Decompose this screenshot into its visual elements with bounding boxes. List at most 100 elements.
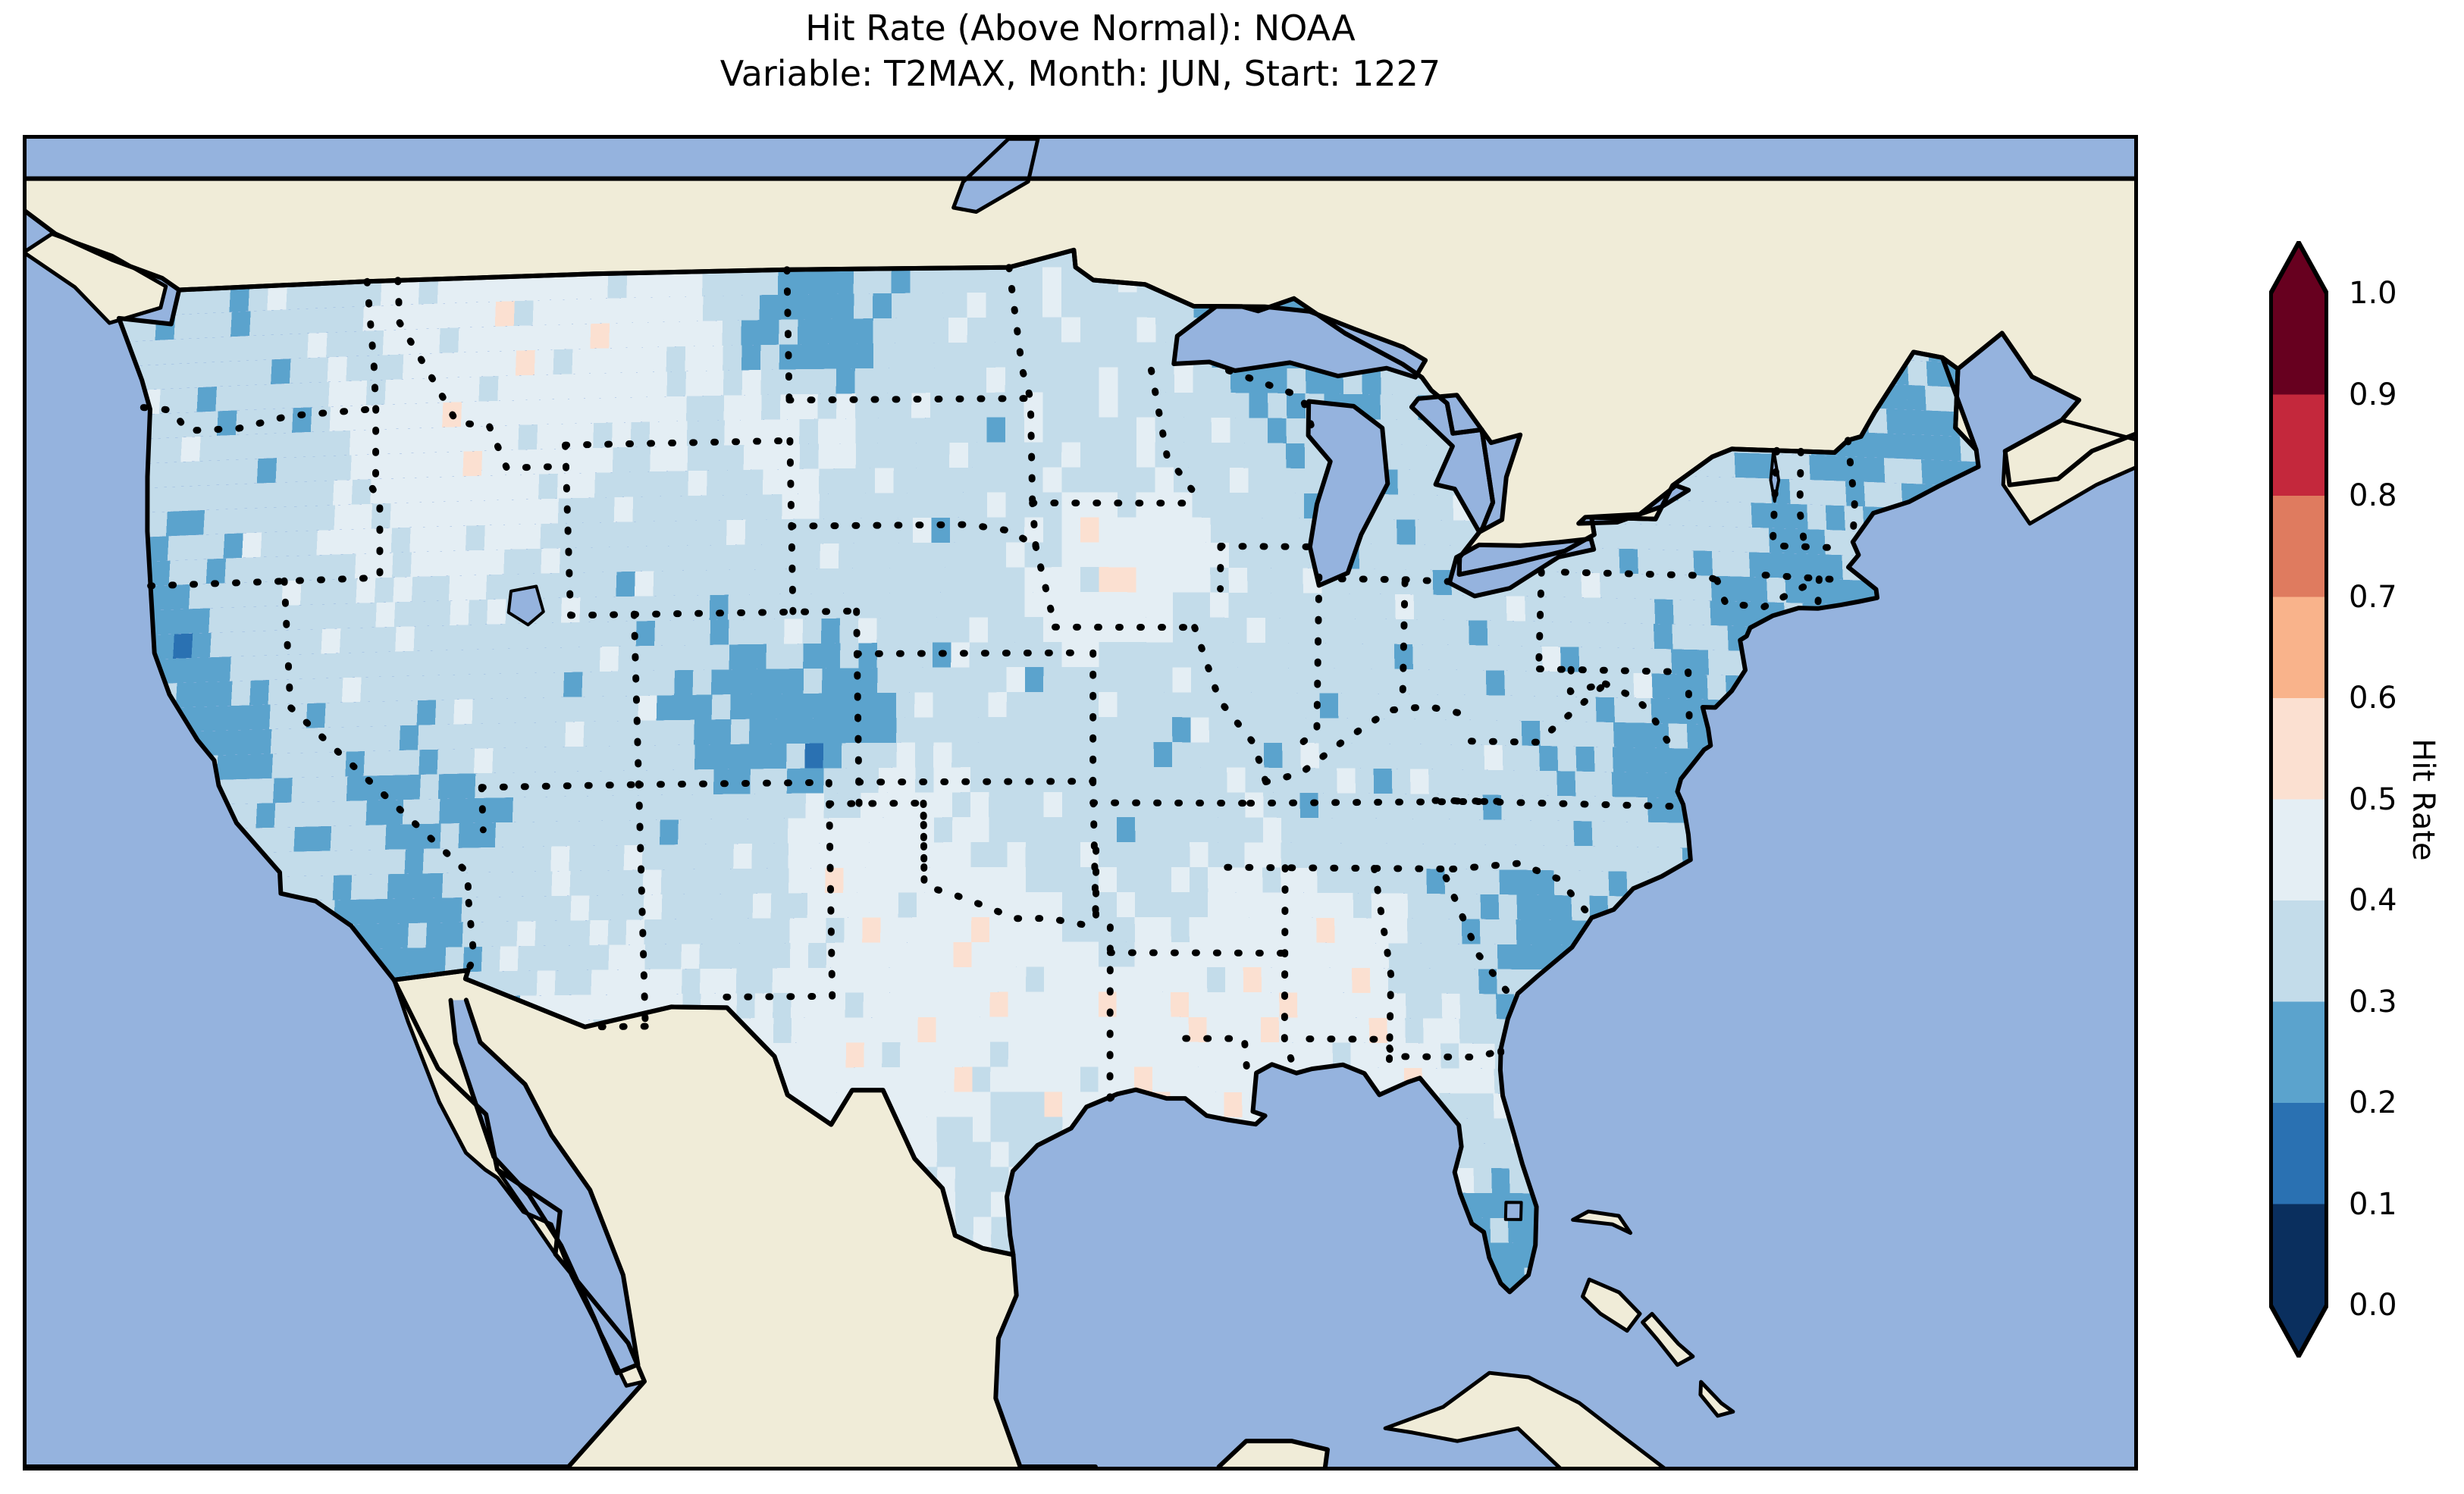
grid-cell [1844,506,1864,531]
grid-cell [973,1192,992,1217]
grid-cell [510,747,530,773]
grid-cell [1190,767,1209,793]
grid-cell [726,519,746,545]
grid-cell [1533,944,1553,970]
grid-cell [1358,594,1378,619]
grid-cell [1423,1018,1442,1044]
grid-cell [1229,468,1249,493]
grid-cell [618,646,638,672]
grid-cell [215,730,235,756]
grid-cell [146,487,166,513]
grid-cell [1394,619,1414,645]
grid-cell [1428,744,1448,769]
grid-cell [765,594,785,619]
grid-cell [491,722,511,749]
grid-cell [553,920,572,946]
grid-cell [399,725,419,750]
grid-cell [565,722,585,747]
grid-cell [675,694,694,720]
grid-cell [494,822,515,847]
grid-cell [820,568,839,594]
grid-cell [1734,453,1754,478]
grid-cell [1188,991,1207,1017]
grid-cell [1378,494,1398,520]
grid-cell [541,573,561,599]
grid-cell [1044,1041,1063,1067]
grid-cell [173,633,193,659]
grid-cell [184,510,205,536]
grid-cell [1487,620,1506,646]
grid-cell [1025,742,1044,767]
grid-cell [419,774,440,800]
grid-cell [1520,745,1540,771]
grid-cell [415,675,435,701]
grid-cell [1407,893,1427,919]
grid-cell [1099,791,1118,817]
grid-cell [306,703,326,728]
grid-cell [1026,1066,1045,1092]
grid-cell [933,742,952,768]
grid-cell [289,728,309,753]
grid-cell [861,867,880,893]
grid-cell [1612,747,1632,772]
grid-cell [949,442,968,468]
grid-cell [299,555,319,581]
grid-cell [571,920,591,946]
grid-cell [896,742,916,768]
grid-cell [597,597,618,622]
grid-cell [182,461,202,487]
grid-cell [625,919,645,945]
grid-cell [207,583,227,609]
grid-cell [434,699,455,725]
grid-cell [481,450,501,476]
grid-cell [572,969,592,995]
grid-cell [782,543,802,569]
grid-cell [1043,692,1062,718]
grid-cell [554,970,574,995]
grid-cell [1592,796,1612,822]
grid-cell [433,650,453,675]
grid-cell [800,468,820,494]
grid-cell [933,792,952,818]
grid-cell [1655,574,1675,600]
grid-cell [1688,674,1708,700]
grid-cell [632,496,652,522]
grid-cell [819,493,839,519]
grid-cell [1350,1042,1369,1068]
grid-cell [1594,747,1613,772]
grid-cell [735,943,754,969]
grid-cell [1061,667,1080,693]
grid-cell [896,767,916,793]
grid-cell [1208,692,1228,718]
grid-cell [609,969,629,995]
grid-cell [548,772,568,797]
grid-cell [710,644,730,670]
grid-cell [863,992,882,1018]
grid-cell [1575,771,1594,797]
grid-cell [1008,1041,1027,1067]
grid-cell [856,493,876,518]
grid-cell [484,550,505,575]
grid-cell [378,651,397,677]
grid-cell [1135,667,1155,693]
grid-cell [1025,866,1044,892]
grid-cell [1672,624,1691,650]
grid-cell [837,443,857,469]
grid-cell [295,851,315,876]
grid-cell [1265,568,1285,594]
grid-cell [183,485,204,511]
grid-cell [842,768,861,794]
grid-cell [1099,816,1118,842]
grid-cell [211,656,231,682]
grid-cell [1434,495,1454,521]
grid-cell [859,718,879,744]
grid-cell [202,484,222,510]
grid-cell [1026,1041,1045,1067]
grid-cell [1627,847,1647,872]
grid-cell [528,747,548,772]
grid-cell [285,654,306,680]
grid-cell [1248,493,1267,518]
grid-cell [1190,742,1209,768]
grid-cell [293,826,314,852]
grid-cell [1825,505,1845,531]
